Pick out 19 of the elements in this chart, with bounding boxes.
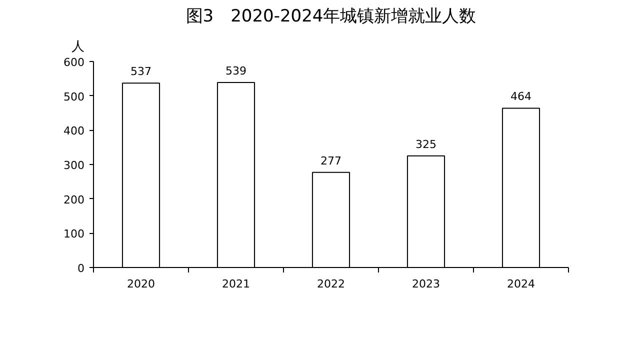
- data-label: 537: [130, 65, 152, 78]
- y-tick-label: 100: [64, 228, 85, 241]
- x-tick-label: 2024: [507, 278, 536, 290]
- x-tick-label: 2021: [222, 278, 250, 290]
- x-tick-label: 2023: [412, 278, 440, 290]
- y-tick-label: 300: [64, 159, 85, 172]
- x-tick-label: 2020: [127, 278, 156, 290]
- y-tick-label: 500: [64, 90, 85, 104]
- data-label: 277: [320, 154, 342, 168]
- y-tick-label: 600: [64, 56, 85, 69]
- x-tick-label: 2022: [317, 278, 346, 290]
- data-label: 464: [510, 90, 532, 104]
- y-tick-label: 400: [64, 124, 85, 138]
- y-tick-label: 0: [78, 262, 84, 275]
- data-label: 539: [226, 64, 246, 78]
- data-label: 325: [416, 138, 436, 151]
- chart-title: 图3 2020-2024年城镇新增就业人数: [186, 6, 476, 26]
- y-axis-title: 人: [72, 40, 84, 54]
- y-tick-label: 200: [64, 193, 85, 206]
